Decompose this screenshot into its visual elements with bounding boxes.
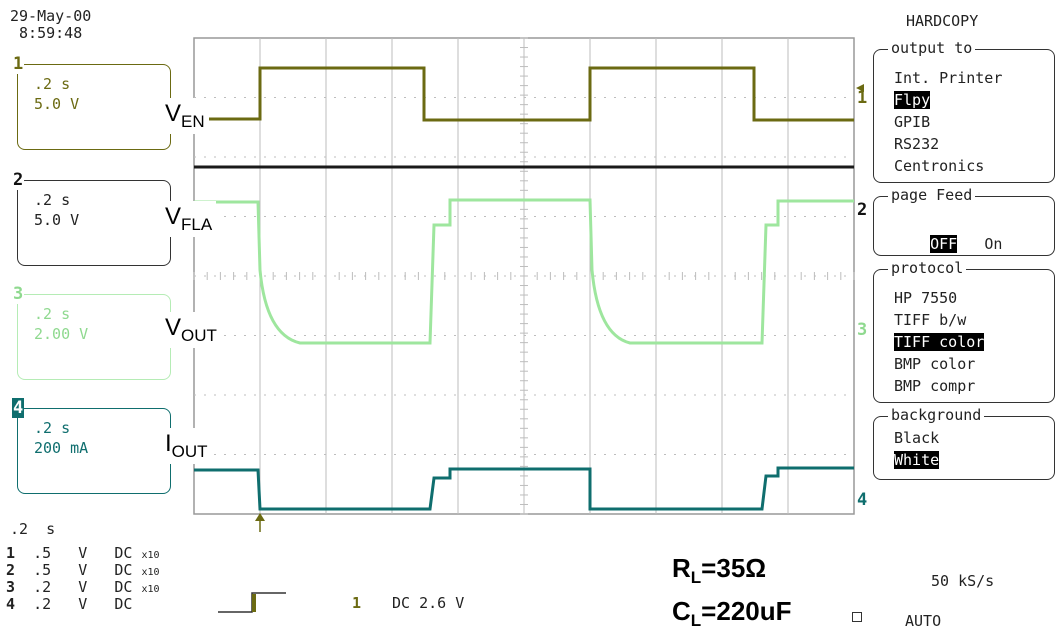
channel-3-marker: 3: [857, 320, 868, 340]
footer-channel-num: 3: [6, 578, 16, 596]
output-to-panel[interactable]: output to Int. Printer Flpy GPIB RS232 Centr…: [873, 39, 1055, 183]
protocol-option[interactable]: BMP compr: [894, 377, 976, 395]
protocol-option[interactable]: TIFF color: [894, 333, 985, 351]
footer-channel-unit: V: [78, 578, 88, 596]
footer-channel-coupling: DC: [114, 578, 133, 596]
trigger-mode: AUTO: [905, 612, 942, 630]
channel-1-number: 1: [12, 54, 25, 74]
signal-label-vfla: VFLA: [161, 201, 217, 237]
footer-channel-row: 4 .2 V DC: [6, 596, 160, 613]
channel-3-number: 3: [12, 284, 25, 304]
channel-4-marker: 4: [857, 490, 868, 510]
page-feed-panel[interactable]: page Feed OFF On: [873, 186, 1055, 256]
footer-timebase: .2 s: [10, 520, 56, 538]
footer-channel-num: 2: [6, 561, 16, 579]
page-feed-off-option[interactable]: OFF: [930, 235, 958, 253]
footer-channel-probe: x10: [141, 550, 160, 561]
page-feed-options: OFF On: [874, 197, 1054, 277]
footer-channel-num: 1: [6, 544, 16, 562]
acquisition-status-icon: [852, 612, 862, 622]
background-panel[interactable]: background Black White: [873, 406, 1055, 480]
channel-4-box[interactable]: 4 .2 s 200 mA: [12, 398, 171, 494]
footer-channel-coupling: DC: [114, 561, 133, 579]
signal-label-ven: VEN: [161, 98, 209, 134]
background-options: Black White: [874, 417, 1054, 471]
background-option[interactable]: Black: [894, 429, 940, 447]
channel-2-number: 2: [12, 170, 25, 190]
channel-3-timebase: .2 s: [34, 305, 71, 323]
channel-4-number: 4: [12, 398, 25, 418]
output-to-option[interactable]: Centronics: [894, 157, 985, 175]
footer-channel-val: .5: [33, 544, 52, 562]
output-to-option[interactable]: Int. Printer: [894, 69, 1003, 87]
footer-channel-probe: x10: [141, 584, 160, 595]
protocol-title: protocol: [888, 259, 967, 277]
output-to-option[interactable]: GPIB: [894, 113, 931, 131]
channel-2-marker: 2: [857, 200, 868, 220]
footer-channel-num: 4: [6, 595, 16, 613]
footer-channel-row: 1 .5 V DC x10: [6, 545, 160, 562]
waveform-traces: [194, 66, 854, 511]
footer-channel-coupling: DC: [114, 544, 133, 562]
channel-2-timebase: .2 s: [34, 191, 71, 209]
sample-rate: 50 kS/s: [931, 572, 995, 590]
channel-4-scale: 200 mA: [34, 439, 89, 457]
protocol-option[interactable]: TIFF b/w: [894, 311, 967, 329]
channel-3-scale: 2.00 V: [34, 325, 89, 343]
trace-vout: [194, 198, 854, 345]
trigger-position-marker: [255, 513, 265, 532]
footer-channel-unit: V: [78, 544, 88, 562]
output-to-option[interactable]: RS232: [894, 135, 940, 153]
protocol-panel[interactable]: protocol HP 7550 TIFF b/w TIFF color BMP co…: [873, 259, 1055, 403]
trigger-edge-icon: [218, 592, 286, 613]
page-feed-title: page Feed: [888, 186, 976, 204]
signal-label-iout: IOUT: [161, 428, 212, 464]
rl-annotation: RL=35Ω: [672, 553, 767, 588]
footer-channel-val: .2: [33, 578, 52, 596]
trigger-level: DC 2.6 V: [392, 594, 465, 612]
footer-channel-val: .2: [33, 595, 52, 613]
trigger-level-marker: [856, 84, 864, 92]
background-option[interactable]: White: [894, 451, 940, 469]
footer-channel-unit: V: [78, 595, 88, 613]
trace-ven: [194, 66, 854, 122]
protocol-option[interactable]: BMP color: [894, 355, 976, 373]
graticule-grid: [193, 37, 855, 515]
footer-channel-val: .5: [33, 561, 52, 579]
protocol-options: HP 7550 TIFF b/w TIFF color BMP color BMP co…: [874, 270, 1054, 397]
channel-3-box[interactable]: 3 .2 s 2.00 V: [12, 284, 171, 380]
footer-channel-coupling: DC: [114, 595, 133, 613]
channel-1-box[interactable]: 1 .2 s 5.0 V: [12, 54, 171, 150]
footer-channel-probe: x10: [141, 567, 160, 578]
signal-label-vout: VOUT: [161, 312, 221, 348]
output-to-option[interactable]: Flpy: [894, 91, 931, 109]
date-label: 29-May-00: [10, 7, 92, 25]
footer-channel-row: 2 .5 V DC x10: [6, 562, 160, 579]
footer-channel-settings: 1 .5 V DC x10 2 .5 V DC x10 3 .2 V DC x10 4…: [6, 545, 160, 613]
hardcopy-title: HARDCOPY: [906, 12, 979, 30]
output-to-options: Int. Printer Flpy GPIB RS232 Centronics: [874, 50, 1054, 177]
footer-channel-unit: V: [78, 561, 88, 579]
footer-channel-row: 3 .2 V DC x10: [6, 579, 160, 596]
channel-1-timebase: .2 s: [34, 75, 71, 93]
channel-1-marker: 1: [857, 88, 868, 108]
channel-1-scale: 5.0 V: [34, 95, 80, 113]
page-feed-on-option[interactable]: On: [984, 235, 1003, 253]
background-title: background: [888, 406, 985, 424]
channel-4-timebase: .2 s: [34, 419, 71, 437]
channel-2-scale: 5.0 V: [34, 211, 80, 229]
output-to-title: output to: [888, 39, 976, 57]
time-label: 8:59:48: [10, 24, 83, 42]
trace-iout: [194, 466, 854, 511]
cl-annotation: CL=220uF: [672, 596, 792, 631]
trigger-channel: 1: [352, 594, 362, 612]
protocol-option[interactable]: HP 7550: [894, 289, 958, 307]
